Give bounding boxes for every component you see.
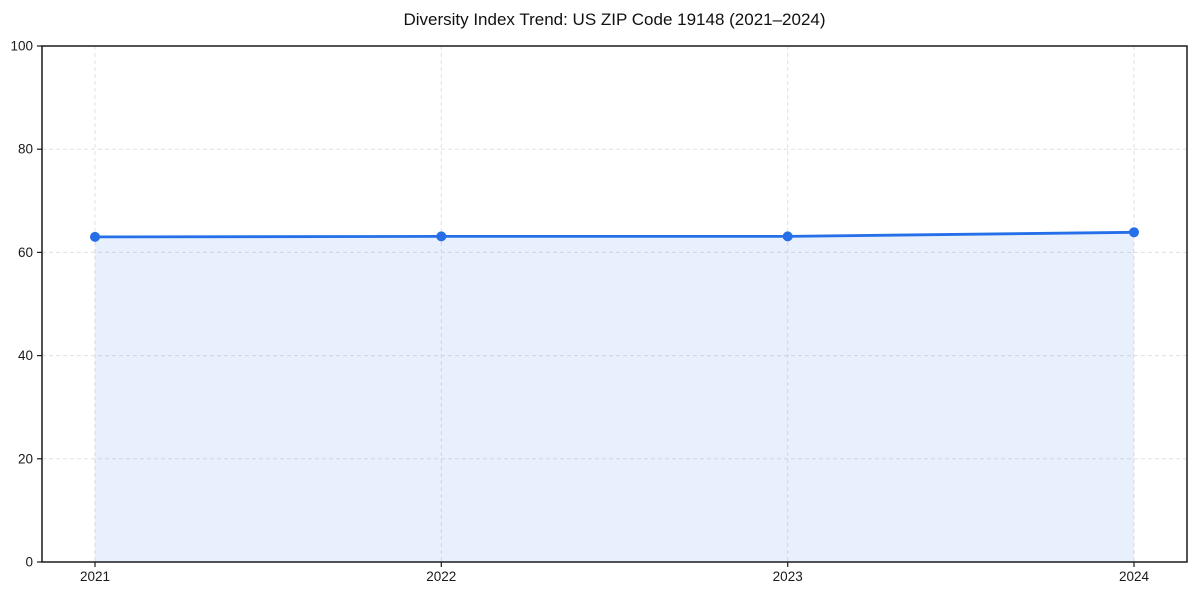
plot-border (41, 45, 1188, 563)
x-tick-label: 2024 (1119, 569, 1150, 584)
y-tick-label: 60 (18, 245, 33, 260)
chart-title: Diversity Index Trend: US ZIP Code 19148… (403, 10, 826, 29)
y-tick-label: 100 (10, 39, 33, 54)
data-point (782, 231, 793, 242)
x-tick-label: 2022 (426, 569, 456, 584)
y-tick-label: 20 (18, 451, 33, 466)
x-tick-label: 2023 (773, 569, 803, 584)
y-tick-label: 80 (18, 142, 33, 157)
x-tick-label: 2021 (80, 569, 110, 584)
area-fill (95, 232, 1134, 563)
data-point (436, 231, 447, 242)
y-tick-label: 40 (18, 348, 33, 363)
data-point (90, 231, 100, 242)
trend-line (93, 230, 1136, 239)
data-point (1129, 227, 1139, 238)
y-tick-label: 0 (25, 555, 33, 570)
